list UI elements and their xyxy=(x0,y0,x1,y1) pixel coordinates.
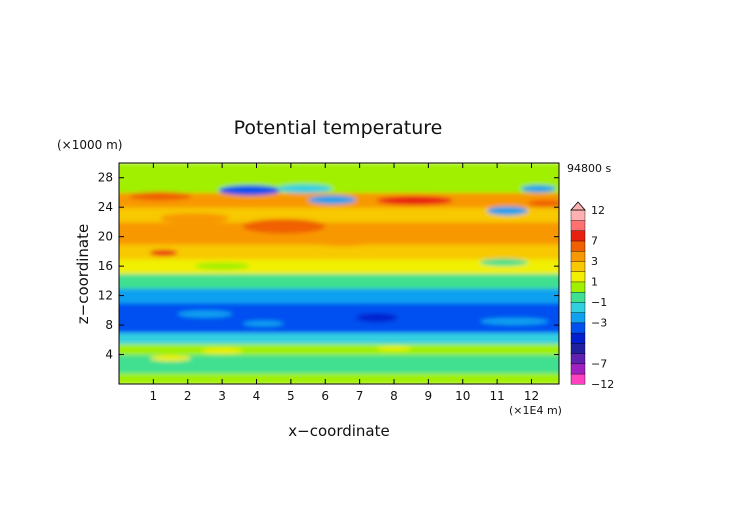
colorbar-tick-label: 3 xyxy=(591,255,598,268)
field-band xyxy=(119,288,559,304)
field-band xyxy=(119,332,559,344)
field-cell xyxy=(356,313,398,323)
field-cell xyxy=(521,185,556,193)
colorbar-tick-label: −3 xyxy=(591,317,607,330)
field-cell xyxy=(177,310,233,318)
colorbar-swatch xyxy=(570,301,586,313)
field-cell xyxy=(449,223,511,233)
field-cell xyxy=(129,191,192,201)
colorbar-swatch xyxy=(570,260,586,272)
colorbar-tick-label: 7 xyxy=(591,235,598,248)
field-band xyxy=(119,163,559,179)
field-cell xyxy=(160,213,229,224)
x-axis: 1 2 3 4 5 6 7 8 9 10 11 12 xyxy=(150,163,539,403)
colorbar-swatch xyxy=(570,373,586,385)
field-cell xyxy=(479,258,529,267)
field-cell xyxy=(308,195,357,205)
x-tick-label: 1 xyxy=(150,389,158,403)
field-band xyxy=(119,302,559,333)
y-axis: 4 8 12 16 20 24 28 xyxy=(98,171,559,362)
chart-title: Potential temperature xyxy=(234,117,443,139)
y-tick-label: 16 xyxy=(98,259,113,273)
y-tick-label: 12 xyxy=(98,289,113,303)
x-tick-label: 8 xyxy=(390,389,398,403)
colorbar-swatch xyxy=(570,220,586,231)
field-cell xyxy=(218,185,281,196)
y-axis-unit: (×1000 m) xyxy=(57,138,122,152)
field-cell xyxy=(194,262,250,270)
x-tick-label: 5 xyxy=(287,389,295,403)
colorbar-tick-label: −7 xyxy=(591,358,607,371)
y-tick-label: 28 xyxy=(98,171,113,185)
field-cell xyxy=(201,347,243,354)
colorbar-swatch xyxy=(570,353,586,365)
field-band xyxy=(119,177,559,193)
field-cell xyxy=(479,317,549,326)
x-tick-label: 7 xyxy=(356,389,364,403)
colorbar-swatch xyxy=(570,209,586,221)
field-cell xyxy=(149,355,192,362)
plot-frame xyxy=(118,162,560,385)
x-axis-label: x−coordinate xyxy=(288,422,389,440)
x-axis-unit: (×1E4 m) xyxy=(509,404,562,417)
colorbar-tick-label: −12 xyxy=(591,378,614,391)
field-cell xyxy=(266,361,329,371)
field-cell xyxy=(308,234,377,247)
x-tick-label: 4 xyxy=(253,389,261,403)
colorbar-swatch xyxy=(570,312,586,324)
colorbar-swatch xyxy=(570,332,586,344)
y-tick-label: 8 xyxy=(105,318,113,332)
colorbar-swatch xyxy=(570,271,586,283)
x-tick-label: 9 xyxy=(425,389,433,403)
colorbar-swatch xyxy=(570,363,586,375)
y-tick-label: 4 xyxy=(105,348,113,362)
field-cell xyxy=(242,320,284,327)
x-tick-label: 3 xyxy=(218,389,226,403)
x-tick-label: 10 xyxy=(455,389,470,403)
field-band xyxy=(119,221,559,245)
field-cell xyxy=(486,206,529,216)
field-band xyxy=(119,273,559,289)
field-band xyxy=(119,207,559,223)
field-band xyxy=(119,354,559,374)
colorbar-tick-label: 1 xyxy=(591,276,598,289)
field-band xyxy=(119,372,559,384)
colorbar-tick-label: −1 xyxy=(591,296,607,309)
x-tick-label: 12 xyxy=(524,389,539,403)
field-band xyxy=(119,343,559,356)
colorbar-swatch xyxy=(570,342,586,354)
field-cell xyxy=(277,184,333,194)
y-tick-label: 20 xyxy=(98,230,113,244)
colorbar-swatch xyxy=(570,240,586,252)
field-cell xyxy=(528,199,559,208)
colorbar-swatch xyxy=(570,322,586,334)
colorbar-tick-label: 12 xyxy=(591,204,605,217)
field-cell xyxy=(376,196,453,205)
field-cell xyxy=(242,218,326,234)
colorbar: 12 7 3 1 −1 −3 −7 −12 xyxy=(570,201,614,391)
x-tick-label: 11 xyxy=(489,389,504,403)
colorbar-swatch xyxy=(570,291,586,303)
colorbar-swatch xyxy=(570,281,586,293)
colorbar-swatch xyxy=(570,230,586,242)
time-label: 94800 s xyxy=(567,162,611,175)
field-band xyxy=(119,244,559,260)
colorbar-swatch xyxy=(570,250,586,262)
y-axis-label: z−coordinate xyxy=(74,224,92,324)
colorbar-over-arrow xyxy=(570,201,586,211)
field-cell xyxy=(376,346,412,351)
x-tick-label: 6 xyxy=(321,389,329,403)
field-cell xyxy=(149,249,178,256)
x-tick-label: 2 xyxy=(184,389,192,403)
y-tick-label: 24 xyxy=(98,200,113,214)
plot-area xyxy=(119,163,559,384)
